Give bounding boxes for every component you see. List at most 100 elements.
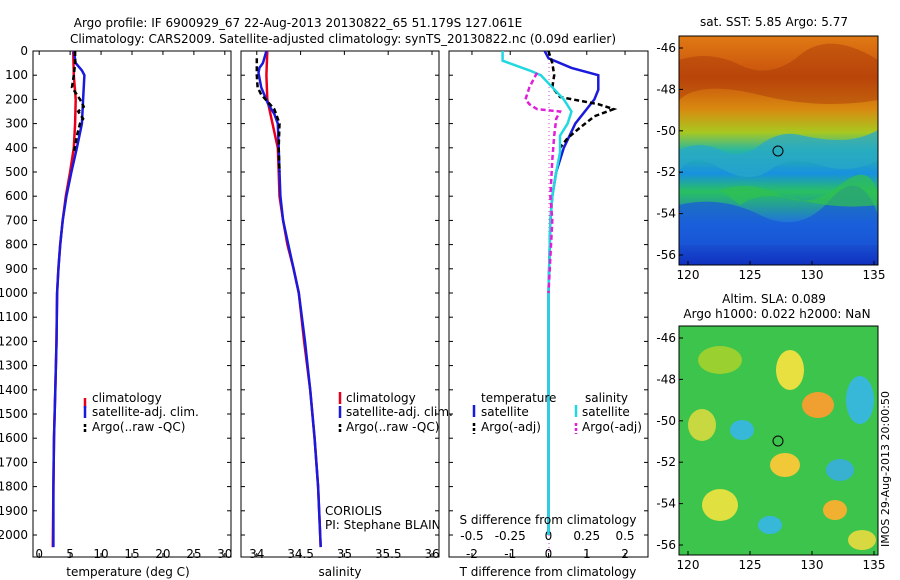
data-center-label: CORIOLIS <box>325 504 382 518</box>
depth-tick-label: 1900 <box>0 504 28 518</box>
temperature-panel-frame <box>32 50 232 558</box>
legend-label-sal-argo: Argo(-adj) <box>582 420 642 434</box>
sla-blob <box>823 500 847 520</box>
map-lon-label: 120 <box>677 268 700 282</box>
difference-profiles <box>501 51 618 535</box>
temperature-panel: 0 5 10 15 20 25 30 temperature (deg C) climato… <box>32 50 232 579</box>
sst-map-title: sat. SST: 5.85 Argo: 5.77 <box>700 15 848 29</box>
depth-tick-label: 2000 <box>0 528 28 542</box>
salinity-legend: climatology satellite-adj. clim. Argo(..… <box>338 391 453 434</box>
x-tick-label: 0 <box>35 547 43 561</box>
depth-tick-label: 1800 <box>0 480 28 494</box>
x-tick-label: 25 <box>186 547 201 561</box>
temp-diff-argo-line <box>547 51 618 149</box>
temperature-satellite-line <box>52 51 86 548</box>
map-lon-label: 130 <box>801 268 824 282</box>
x-tick-label: 35 <box>337 547 352 561</box>
x-tick-label: -2 <box>466 547 478 561</box>
sla-blob <box>802 392 834 418</box>
sst-map-frame <box>678 35 879 266</box>
map-lat-label: -50 <box>656 124 676 138</box>
sla-map-frame <box>678 325 879 556</box>
sst-green-band <box>720 174 878 207</box>
figure-title-line2: Climatology: CARS2009. Satellite-adjuste… <box>70 32 616 46</box>
temperature-axis-ticks: 0 5 10 15 20 25 30 <box>33 50 232 561</box>
sla-blob <box>702 489 738 521</box>
sal-diff-argo-line <box>524 72 562 294</box>
legend-label-sal-satellite: satellite <box>582 405 630 419</box>
sla-blob <box>846 376 874 424</box>
depth-tick-label: 700 <box>5 213 28 227</box>
x-tick-label: 34.5 <box>287 547 314 561</box>
map-lat-label: -46 <box>656 331 676 345</box>
salinity-argo-line <box>255 58 281 173</box>
sst-warm-patch <box>679 43 878 104</box>
x-tick-label: 5 <box>66 547 74 561</box>
sla-blob <box>730 420 754 440</box>
s-difference-label: S difference from climatology <box>460 513 637 527</box>
map-lat-label: -56 <box>656 248 676 262</box>
depth-tick-label: 900 <box>5 262 28 276</box>
depth-tick-label: 1200 <box>0 334 28 348</box>
depth-tick-label: 1000 <box>0 286 28 300</box>
sla-blob <box>770 453 800 477</box>
sla-map-title2: Argo h1000: 0.022 h2000: NaN <box>683 307 870 321</box>
map-lon-label: 135 <box>863 268 886 282</box>
map-lon-label: 120 <box>677 558 700 572</box>
map-lon-label: 125 <box>739 268 762 282</box>
temperature-profiles <box>51 51 86 548</box>
x-tick-label: 34 <box>249 547 264 561</box>
sst-cold-band <box>679 185 878 245</box>
map-lon-label: 130 <box>801 558 824 572</box>
depth-tick-label: 300 <box>5 117 28 131</box>
map-lat-label: -52 <box>656 455 676 469</box>
depth-tick-label: 0 <box>20 44 28 58</box>
legend-label-argo: Argo(..raw -QC) <box>92 420 185 434</box>
depth-tick-label: 800 <box>5 238 28 252</box>
pi-label: PI: Stephane BLAIN <box>325 518 441 532</box>
depth-tick-label: 1100 <box>0 310 28 324</box>
imos-stamp: IMOS 29-Aug-2013 20:00:50 <box>879 391 892 547</box>
x-tick-label: 30 <box>217 547 232 561</box>
difference-axis-ticks: -2 -1 0 1 2 -0.5 -0.25 0 0.25 0.5 <box>449 50 648 561</box>
map-lon-label: 135 <box>863 558 886 572</box>
difference-xlabel: T difference from climatology <box>459 565 637 579</box>
map-lat-label: -46 <box>656 41 676 55</box>
x-tick-label: 15 <box>124 547 139 561</box>
depth-axis-labels: 0 100 200 300 400 500 600 700 800 900 1000 1100 1200… <box>0 44 28 542</box>
legend-label-temp-argo: Argo(-adj) <box>481 420 541 434</box>
sst-map: sat. SST: 5.85 Argo: 5.77 -46 -48 -50 -52 -5… <box>656 15 885 282</box>
salinity-axis-ticks: 34 34.5 35 35.5 36 <box>241 50 440 561</box>
depth-tick-label: 200 <box>5 92 28 106</box>
legend-label-argo: Argo(..raw -QC) <box>346 420 439 434</box>
sla-blob <box>826 459 854 481</box>
legend-label-climatology: climatology <box>346 391 416 405</box>
argo-location-marker <box>772 145 784 157</box>
sla-map: Altim. SLA: 0.089 Argo h1000: 0.022 h200… <box>656 292 892 572</box>
depth-tick-label: 1700 <box>0 455 28 469</box>
map-lat-label: -54 <box>656 207 676 221</box>
sla-blob <box>848 530 876 550</box>
x-tick-label: -1 <box>504 547 516 561</box>
legend-label-satellite: satellite-adj. clim. <box>346 405 453 419</box>
map-lat-label: -56 <box>656 538 676 552</box>
depth-tick-label: 1600 <box>0 431 28 445</box>
temp-diff-satellite-line <box>543 51 600 535</box>
salinity-profiles <box>255 51 322 548</box>
map-lat-label: -54 <box>656 497 676 511</box>
map-lat-label: -48 <box>656 82 676 96</box>
legend-label-temp-satellite: satellite <box>481 405 529 419</box>
s-tick-label: -0.25 <box>495 529 526 543</box>
salinity-climatology-line <box>265 51 322 548</box>
temperature-legend: climatology satellite-adj. clim. Argo(..… <box>83 391 199 434</box>
sst-front-band <box>679 130 878 178</box>
x-tick-label: 10 <box>93 547 108 561</box>
s-tick-label: 0.5 <box>615 529 634 543</box>
s-tick-label: 0 <box>545 529 553 543</box>
temperature-xlabel: temperature (deg C) <box>66 565 189 579</box>
sla-blob <box>698 346 742 374</box>
salinity-xlabel: salinity <box>318 565 361 579</box>
map-lat-label: -50 <box>656 414 676 428</box>
